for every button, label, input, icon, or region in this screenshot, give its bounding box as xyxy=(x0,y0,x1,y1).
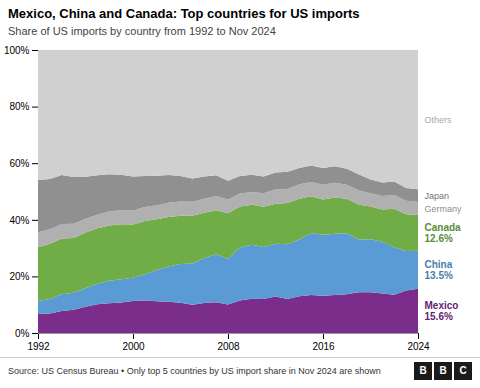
svg-text:60%: 60% xyxy=(9,158,29,169)
svg-text:40%: 40% xyxy=(9,215,29,226)
svg-text:Japan: Japan xyxy=(425,191,450,201)
svg-text:Others: Others xyxy=(425,115,453,125)
html-text:Source: US Census Bureau • Onl: Source: US Census Bureau • Only top 5 co… xyxy=(8,365,381,376)
svg-text:Germany: Germany xyxy=(425,204,463,214)
svg-text:2016: 2016 xyxy=(312,341,335,352)
svg-text:2008: 2008 xyxy=(217,341,240,352)
svg-text:1992: 1992 xyxy=(27,341,50,352)
html-text:Mexico, China and Canada: Top: Mexico, China and Canada: Top countries … xyxy=(8,6,360,21)
svg-text:100%: 100% xyxy=(4,45,30,56)
html-text:B: B xyxy=(439,365,447,376)
svg-text:80%: 80% xyxy=(9,101,29,112)
html-text:B: B xyxy=(419,365,427,376)
html-text:Share of US imports by country: Share of US imports by country from 1992… xyxy=(8,25,276,37)
svg-text:20%: 20% xyxy=(9,271,29,282)
svg-text:Canada12.6%: Canada12.6% xyxy=(425,222,462,244)
svg-text:2024: 2024 xyxy=(407,341,430,352)
svg-text:0%: 0% xyxy=(15,328,30,339)
svg-text:China13.5%: China13.5% xyxy=(425,259,453,281)
svg-text:Mexico15.6%: Mexico15.6% xyxy=(425,300,459,322)
svg-text:2000: 2000 xyxy=(122,341,145,352)
html-text:C: C xyxy=(459,365,467,376)
